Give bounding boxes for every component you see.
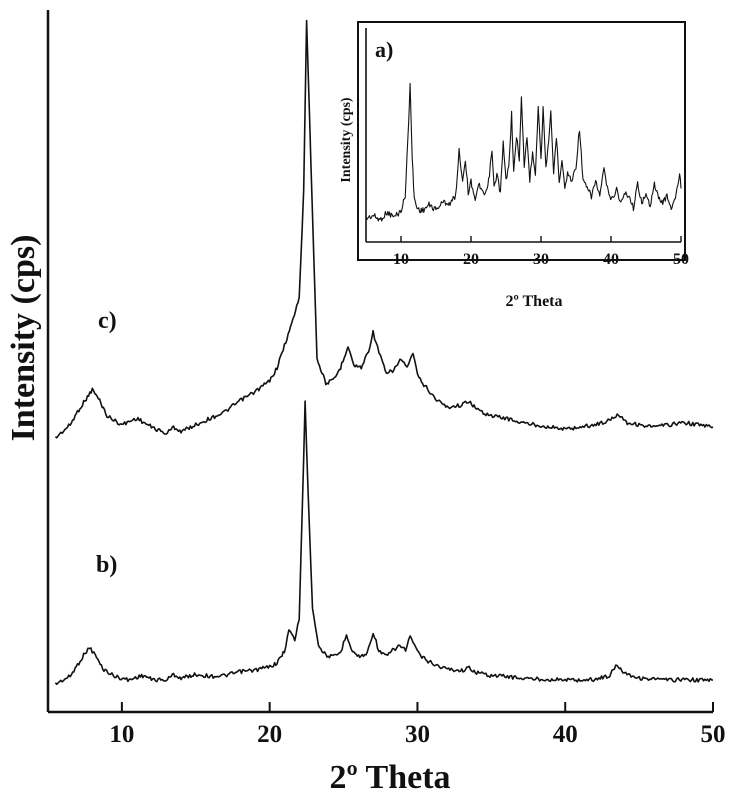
main-x-tick-label: 50 bbox=[701, 721, 726, 748]
inset-x-tick-label: 30 bbox=[533, 251, 549, 268]
main-x-tick-label: 10 bbox=[109, 721, 134, 748]
inset-y-axis-label: Intensity (cps) bbox=[339, 97, 354, 183]
inset-x-tick-label: 40 bbox=[603, 251, 619, 268]
series-line-c bbox=[54, 19, 714, 439]
inset-frame bbox=[357, 21, 686, 261]
inset-x-axis-label: 2º Theta bbox=[506, 293, 563, 310]
main-series bbox=[54, 19, 714, 686]
inset-x-tick-label: 10 bbox=[393, 251, 409, 268]
inset-xticks: 10 20 30 40 50 bbox=[393, 236, 689, 268]
curve-label-a: a) bbox=[375, 37, 393, 62]
curve-label-b: b) bbox=[96, 552, 117, 578]
inset-x-tick-label: 20 bbox=[463, 251, 479, 268]
inset-series bbox=[365, 82, 682, 222]
main-axes: 10 20 30 40 50 bbox=[46, 10, 726, 748]
main-xticks: 10 20 30 40 50 bbox=[109, 702, 726, 748]
main-x-axis-label: 2º Theta bbox=[329, 759, 450, 796]
main-x-tick-label: 20 bbox=[257, 721, 282, 748]
main-x-tick-label: 30 bbox=[405, 721, 430, 748]
main-y-axis-label: Intensity (cps) bbox=[5, 235, 42, 442]
inset-panel: 10 20 30 40 50 a) 2º Theta Intensity (cps) bbox=[339, 21, 689, 310]
series-line-b bbox=[54, 400, 714, 686]
series-line-a bbox=[365, 82, 682, 222]
main-x-tick-label: 40 bbox=[553, 721, 578, 748]
inset-x-tick-label: 50 bbox=[673, 251, 689, 268]
curve-label-c: c) bbox=[98, 308, 117, 334]
